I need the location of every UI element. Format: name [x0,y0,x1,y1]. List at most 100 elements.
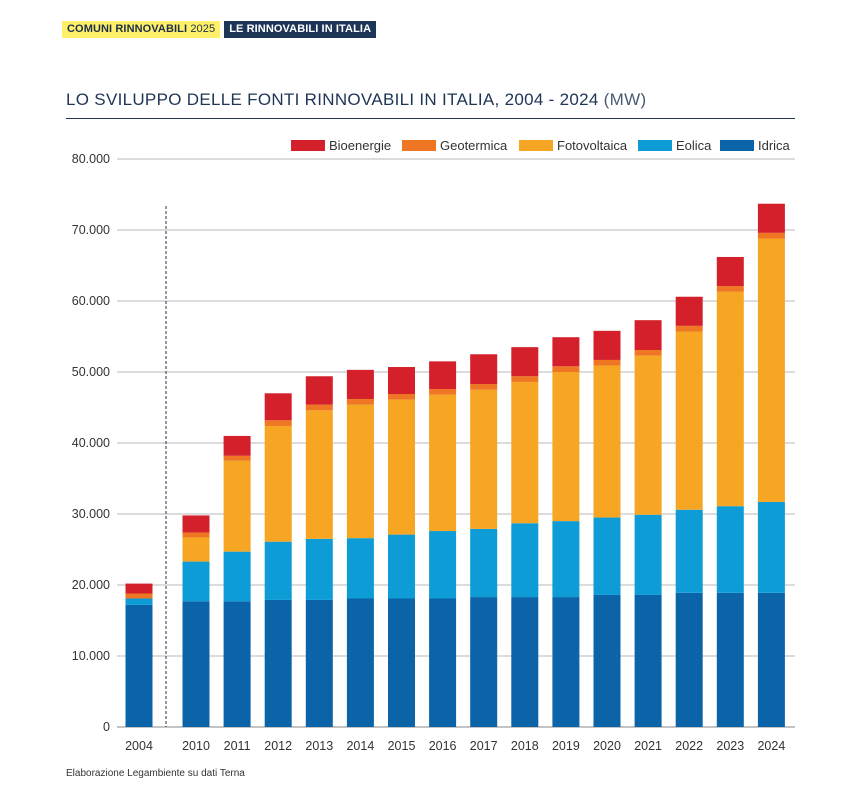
bar-2021-bioenergie [634,320,662,350]
report-tag: COMUNI RINNOVABILI 2025 [62,21,221,38]
bar-2020-eolica [593,517,621,595]
y-tick-label: 80.000 [72,152,110,166]
x-tick-label: 2023 [716,739,744,753]
bar-2004-geotermica [125,593,153,599]
y-tick-label: 70.000 [72,223,110,237]
bar-2022-eolica [675,509,703,593]
bar-2017-fotovoltaica [470,389,498,529]
legend-label-eolica: Eolica [676,138,712,153]
bar-2013-geotermica [305,404,333,411]
x-tick-label: 2018 [511,739,539,753]
bar-2014-idrica [346,598,374,727]
legend-swatch-fotovoltaica [519,140,553,151]
bar-2020-idrica [593,594,621,727]
legend-label-geotermica: Geotermica [440,138,508,153]
bar-2020-bioenergie [593,330,621,360]
bar-2015-eolica [388,534,415,599]
bar-2024-eolica [757,501,785,593]
bar-2011-eolica [223,551,251,602]
bar-2023-eolica [716,506,744,593]
bar-2015-idrica [388,598,415,727]
bar-2012-eolica [264,541,292,600]
x-tick-label: 2013 [305,739,333,753]
bar-2015-bioenergie [388,367,415,395]
bar-2012-bioenergie [264,393,292,421]
x-tick-label: 2004 [125,739,153,753]
x-tick-label: 2019 [552,739,580,753]
bar-2018-bioenergie [511,347,539,377]
chart-title: LO SVILUPPO DELLE FONTI RINNOVABILI IN I… [66,90,646,110]
y-tick-label: 50.000 [72,365,110,379]
x-tick-label: 2010 [182,739,210,753]
bar-2017-geotermica [470,384,498,390]
bar-2004-eolica [125,598,153,605]
bar-2018-geotermica [511,376,539,382]
bar-2023-idrica [716,592,744,727]
chart-title-unit: (MW) [603,90,647,109]
bar-2022-bioenergie [675,296,703,326]
bar-2015-geotermica [388,394,415,400]
section-tag: LE RINNOVABILI IN ITALIA [224,21,377,38]
header-tags: COMUNI RINNOVABILI 2025 LE RINNOVABILI I… [62,21,377,38]
bar-2022-idrica [675,592,703,727]
bar-2004-bioenergie [125,583,153,594]
bar-2011-idrica [223,601,251,727]
bar-2020-geotermica [593,359,621,366]
x-tick-label: 2021 [634,739,662,753]
y-tick-label: 30.000 [72,507,110,521]
bar-2018-eolica [511,523,539,598]
legend-label-bioenergie: Bioenergie [329,138,391,153]
x-tick-label: 2011 [224,739,251,753]
bar-2021-idrica [634,594,662,727]
bar-2013-eolica [305,538,333,600]
bar-2023-geotermica [716,286,744,292]
bar-2021-fotovoltaica [634,355,662,515]
bar-2012-fotovoltaica [264,425,292,542]
bar-2019-fotovoltaica [552,372,580,522]
bar-2014-fotovoltaica [346,404,374,539]
bar-2010-geotermica [182,532,210,538]
x-tick-label: 2014 [346,739,374,753]
bar-2017-eolica [470,528,498,598]
legend-swatch-eolica [638,140,672,151]
bar-2010-bioenergie [182,515,210,533]
bar-2016-fotovoltaica [429,394,457,532]
bar-2019-geotermica [552,366,580,372]
bar-2020-fotovoltaica [593,365,621,518]
bar-2022-geotermica [675,325,703,332]
bar-2011-bioenergie [223,435,251,456]
y-tick-label: 20.000 [72,578,110,592]
bar-2013-bioenergie [305,376,333,405]
y-tick-label: 40.000 [72,436,110,450]
x-tick-label: 2015 [388,739,416,753]
x-tick-label: 2020 [593,739,621,753]
y-tick-label: 0 [103,720,110,734]
bar-2023-fotovoltaica [716,291,744,507]
report-tag-year: 2025 [190,23,216,35]
bar-2024-idrica [757,592,785,727]
bar-2018-fotovoltaica [511,381,539,524]
bar-2019-idrica [552,597,580,727]
bar-2014-geotermica [346,398,374,405]
bar-2014-eolica [346,538,374,599]
bar-2012-idrica [264,599,292,727]
bar-2010-fotovoltaica [182,537,210,562]
legend-swatch-geotermica [402,140,436,151]
bar-2017-bioenergie [470,354,498,385]
bar-2010-idrica [182,601,210,727]
bar-2012-geotermica [264,420,292,426]
legend-swatch-bioenergie [291,140,325,151]
bar-2023-bioenergie [716,256,744,287]
y-tick-label: 10.000 [72,649,110,663]
x-tick-label: 2017 [470,739,498,753]
x-tick-label: 2016 [429,739,457,753]
bar-2022-fotovoltaica [675,331,703,510]
bar-2024-bioenergie [757,203,785,233]
x-tick-label: 2024 [757,739,785,753]
title-divider [66,118,795,119]
bar-2015-fotovoltaica [388,399,415,535]
bar-2013-fotovoltaica [305,410,333,539]
bar-2021-eolica [634,514,662,595]
bar-2013-idrica [305,599,333,727]
